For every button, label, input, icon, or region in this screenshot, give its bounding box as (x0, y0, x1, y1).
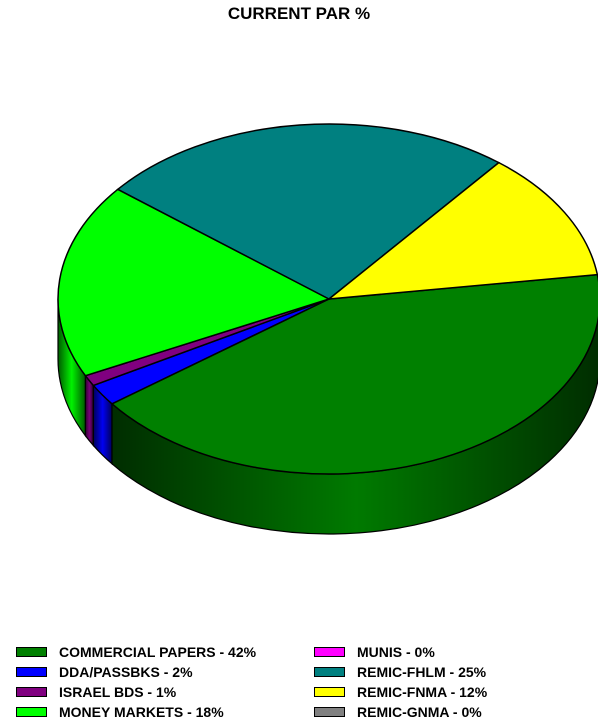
legend-label: COMMERCIAL PAPERS - 42% (59, 644, 257, 660)
legend-label: MUNIS - 0% (357, 644, 435, 660)
legend-item-commercial-papers: COMMERCIAL PAPERS - 42% (16, 643, 256, 661)
legend-item-money-markets: MONEY MARKETS - 18% (16, 703, 224, 721)
legend-swatch (16, 687, 47, 697)
legend-swatch (16, 647, 47, 657)
pie-side-2 (84, 373, 94, 448)
pie-top (57, 123, 598, 475)
legend-swatch (314, 687, 345, 697)
pie-slice-5 (116, 123, 501, 300)
pie-slice-3 (57, 188, 331, 377)
legend-item-munis: MUNIS - 0% (314, 643, 435, 661)
pie-slice-6 (326, 161, 598, 300)
legend-item-remic-gnma: REMIC-GNMA - 0% (314, 703, 482, 721)
legend-label: MONEY MARKETS - 18% (59, 704, 224, 720)
legend-label: REMIC-FNMA - 12% (357, 684, 488, 700)
legend-label: REMIC-GNMA - 0% (357, 704, 482, 720)
legend-item-remic-fhlm: REMIC-FHLM - 25% (314, 663, 486, 681)
legend-swatch (16, 707, 47, 717)
pie-slice-0 (110, 273, 598, 475)
legend-label: DDA/PASSBKS - 2% (59, 664, 193, 680)
chart-title: CURRENT PAR % (227, 4, 371, 23)
legend-label: REMIC-FHLM - 25% (357, 664, 487, 680)
legend-swatch (314, 707, 345, 717)
pie-chart (57, 123, 598, 535)
legend-swatch (16, 667, 47, 677)
legend-label: ISRAEL BDS - 1% (59, 684, 177, 700)
legend-item-israel-bds: ISRAEL BDS - 1% (16, 683, 176, 701)
legend-item-dda-passbks: DDA/PASSBKS - 2% (16, 663, 193, 681)
legend-swatch (314, 647, 345, 657)
legend-item-remic-fnma: REMIC-FNMA - 12% (314, 683, 487, 701)
legend-swatch (314, 667, 345, 677)
